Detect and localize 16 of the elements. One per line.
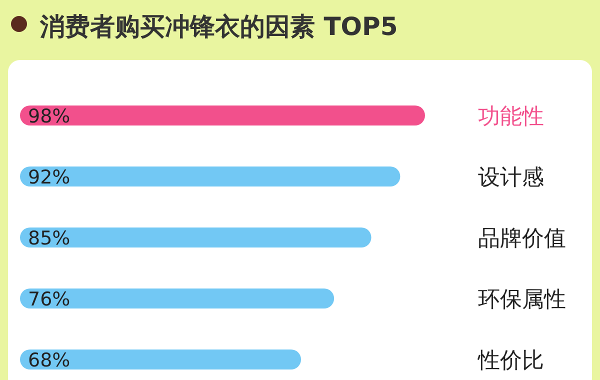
chart-title: 消费者购买冲锋衣的因素 TOP5 bbox=[39, 12, 398, 41]
y-tick-label: 品牌价值 bbox=[478, 226, 566, 252]
bar bbox=[20, 166, 400, 186]
data-label: 98% bbox=[28, 106, 70, 128]
data-label: 92% bbox=[28, 166, 70, 188]
bar bbox=[20, 288, 334, 308]
y-tick-label: 性价比 bbox=[477, 348, 544, 374]
data-label: 68% bbox=[28, 350, 70, 372]
bar bbox=[20, 350, 302, 370]
bar bbox=[20, 106, 425, 126]
y-tick-label: 功能性 bbox=[478, 104, 544, 130]
y-tick-label: 环保属性 bbox=[478, 288, 566, 312]
data-label: 76% bbox=[28, 288, 70, 310]
bar bbox=[20, 228, 372, 248]
y-tick-label: 设计感 bbox=[478, 166, 544, 190]
data-label: 85% bbox=[28, 228, 70, 250]
